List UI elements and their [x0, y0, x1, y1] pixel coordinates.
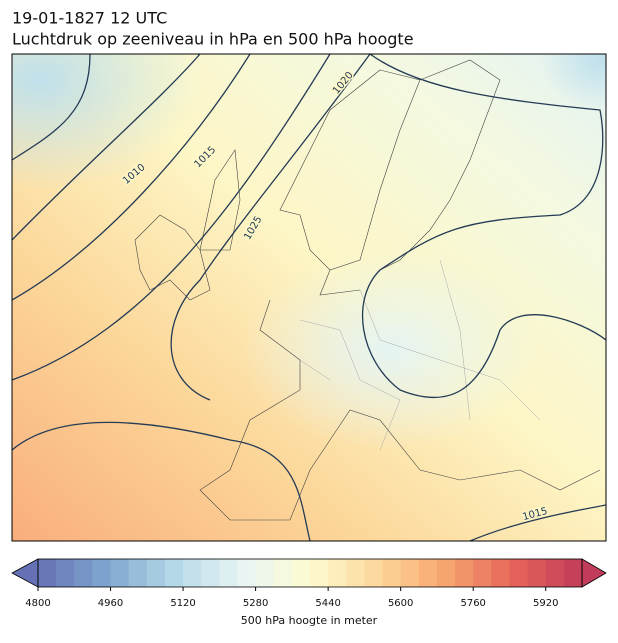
colorbar-band: [219, 559, 238, 587]
colorbar-band: [146, 559, 166, 587]
colorbar-band: [509, 559, 529, 587]
map-frame: [11, 53, 607, 542]
colorbar-band: [201, 559, 220, 587]
colorbar-band: [328, 559, 347, 587]
colorbar-tick-label: 4800: [25, 598, 50, 609]
colorbar-band: [436, 559, 456, 587]
map: [12, 54, 606, 541]
colorbar-band: [164, 559, 184, 587]
colorbar-frame: [37, 558, 583, 588]
colorbar-band: [110, 559, 130, 587]
colorbar-tick-label: 5760: [460, 598, 485, 609]
colorbar-band: [310, 559, 329, 587]
subtitle: Luchtdruk op zeeniveau in hPa en 500 hPa…: [12, 30, 414, 49]
colorbar-band: [545, 559, 565, 587]
colorbar-extend-low: [11, 558, 39, 588]
colorbar-band: [273, 559, 293, 587]
colorbar-band: [563, 559, 583, 587]
colorbar-band: [38, 559, 57, 587]
colorbar-band: [491, 559, 510, 587]
colorbar-extend-high: [581, 558, 607, 588]
title: 19-01-1827 12 UTC: [12, 9, 167, 28]
colorbar-band: [418, 559, 438, 587]
colorbar-band: [400, 559, 420, 587]
colorbar-band: [255, 559, 275, 587]
colorbar-band: [291, 559, 311, 587]
colorbar-tick-label: 4960: [98, 598, 123, 609]
colorbar-tick-label: 5920: [533, 598, 558, 609]
colorbar-band: [364, 559, 384, 587]
colorbar-band: [128, 559, 148, 587]
colorbar-tick-label: 5440: [315, 598, 340, 609]
colorbar-label: 500 hPa hoogte in meter: [241, 614, 378, 627]
colorbar-band: [56, 559, 75, 587]
colorbar-tick-label: 5280: [243, 598, 268, 609]
colorbar-tick-label: 5600: [388, 598, 413, 609]
colorbar-band: [74, 559, 93, 587]
colorbar-band: [455, 559, 474, 587]
colorbar-tick-label: 5120: [170, 598, 195, 609]
colorbar-band: [92, 559, 112, 587]
colorbar-band: [382, 559, 402, 587]
colorbar-band: [237, 559, 257, 587]
colorbar-band: [473, 559, 492, 587]
colorbar-band: [183, 559, 202, 587]
colorbar-band: [346, 559, 365, 587]
colorbar-band: [527, 559, 547, 587]
